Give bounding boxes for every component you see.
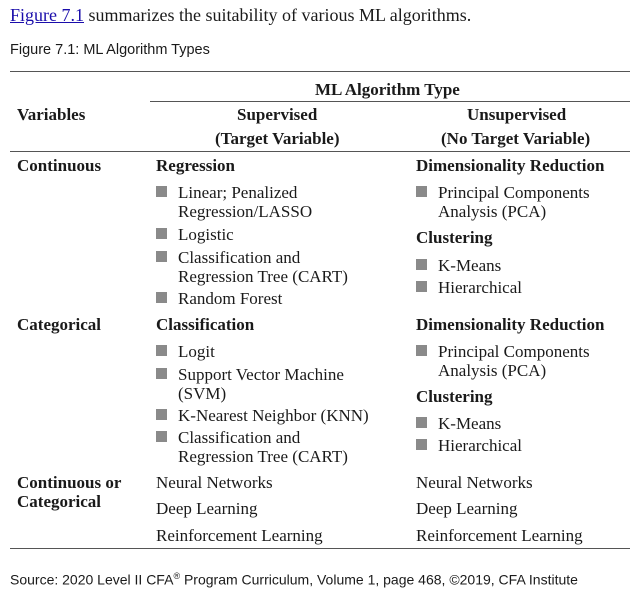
variable-label: Categorical: [17, 315, 102, 334]
list-item: Neural Networks: [156, 473, 273, 492]
supervised-header: Supervised: [237, 105, 318, 124]
list-item: Deep Learning: [156, 499, 258, 518]
category-heading: Clustering: [416, 387, 493, 406]
square-bullet-icon: [156, 186, 167, 197]
square-bullet-icon: [156, 431, 167, 442]
intro-rest: summarizes the suitability of various ML…: [84, 5, 472, 25]
square-bullet-icon: [416, 417, 427, 428]
intro-sentence: Figure 7.1 summarizes the suitability of…: [10, 5, 471, 26]
category-heading: Clustering: [416, 228, 493, 247]
unsupervised-header: Unsupervised: [467, 105, 567, 124]
table-top-rule: [10, 71, 630, 72]
variable-label-line-2: Categorical: [17, 492, 102, 511]
category-heading: Classification: [156, 315, 255, 334]
variable-label: Continuous or: [17, 473, 122, 492]
square-bullet-icon: [416, 259, 427, 270]
list-item: Neural Networks: [416, 473, 533, 492]
square-bullet-icon: [156, 368, 167, 379]
square-bullet-icon: [416, 186, 427, 197]
list-item: Reinforcement Learning: [156, 526, 323, 545]
square-bullet-icon: [156, 251, 167, 262]
square-bullet-icon: [156, 409, 167, 420]
square-bullet-icon: [156, 292, 167, 303]
figure-link[interactable]: Figure 7.1: [10, 5, 84, 25]
square-bullet-icon: [416, 439, 427, 450]
category-heading: Regression: [156, 156, 236, 175]
group-header-rule: [150, 101, 630, 102]
square-bullet-icon: [416, 281, 427, 292]
category-heading: Dimensionality Reduction: [416, 156, 605, 175]
variable-label: Continuous: [17, 156, 102, 175]
table-bottom-rule: [10, 548, 630, 549]
category-heading: Dimensionality Reduction: [416, 315, 605, 334]
header-bottom-rule: [10, 151, 630, 152]
source-note: Source: 2020 Level II CFA® Program Curri…: [10, 571, 578, 588]
square-bullet-icon: [156, 345, 167, 356]
square-bullet-icon: [416, 345, 427, 356]
list-item: Deep Learning: [416, 499, 518, 518]
unsupervised-subheader: (No Target Variable): [441, 129, 591, 148]
list-item: Reinforcement Learning: [416, 526, 583, 545]
square-bullet-icon: [156, 228, 167, 239]
group-header: ML Algorithm Type: [315, 80, 460, 99]
variables-header: Variables: [17, 105, 86, 124]
figure-caption: Figure 7.1: ML Algorithm Types: [10, 42, 210, 58]
supervised-subheader: (Target Variable): [215, 129, 340, 148]
